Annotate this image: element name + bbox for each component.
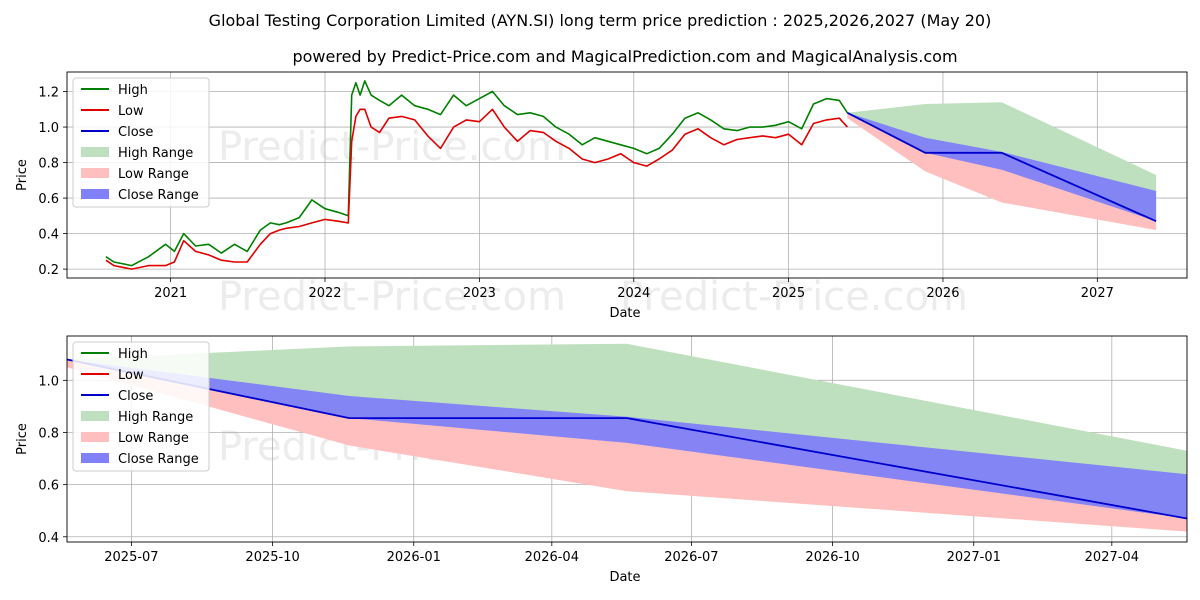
legend-label-close: Close bbox=[118, 125, 153, 140]
y-tick-label: 0.8 bbox=[38, 157, 59, 172]
legend-label-low-range: Low Range bbox=[118, 431, 189, 446]
legend: High Low Close High Range Low Range Close Ran… bbox=[72, 77, 210, 208]
y-axis-label: Price bbox=[15, 159, 30, 191]
low-range-band bbox=[847, 112, 1157, 231]
legend-label-low-range: Low Range bbox=[118, 167, 189, 182]
high-range-band bbox=[847, 102, 1157, 222]
low-range-band bbox=[67, 359, 1187, 532]
y-axis-label: Price bbox=[15, 423, 30, 455]
y-tick-label: 1.0 bbox=[38, 121, 59, 136]
axes-frame bbox=[66, 71, 1188, 279]
y-tick-label: 0.2 bbox=[38, 263, 59, 278]
history-and-forecast-chart: Predict-Price.com Predict-Price.com Predic… bbox=[15, 71, 1188, 321]
legend-label-close-range: Close Range bbox=[118, 452, 199, 467]
x-tick-label: 2022 bbox=[308, 286, 341, 301]
x-tick-label: 2025 bbox=[772, 286, 805, 301]
legend-label-high: High bbox=[118, 347, 148, 362]
legend-swatch-high-range bbox=[81, 147, 109, 157]
x-axis-label: Date bbox=[609, 570, 640, 585]
legend-label-high: High bbox=[118, 83, 148, 98]
legend-swatch-high-range bbox=[81, 411, 109, 421]
x-tick-label: 2023 bbox=[463, 286, 496, 301]
x-axis-label: Date bbox=[609, 306, 640, 321]
legend-swatch-low-range bbox=[81, 168, 109, 178]
axes-frame bbox=[66, 335, 1188, 543]
x-tick-label: 2027-04 bbox=[1085, 550, 1139, 565]
close-line bbox=[846, 111, 1157, 223]
y-tick-label: 0.4 bbox=[38, 228, 59, 243]
legend-label-high-range: High Range bbox=[118, 410, 193, 425]
x-tick-label: 2026-04 bbox=[525, 550, 579, 565]
legend-label-low: Low bbox=[118, 104, 144, 119]
legend-label-low: Low bbox=[118, 368, 144, 383]
x-tick-label: 2026-07 bbox=[664, 550, 718, 565]
legend: High Low Close High Range Low Range Close Ran… bbox=[72, 341, 210, 472]
y-tick-label: 0.6 bbox=[38, 479, 59, 494]
watermark-text: Predict-Price.com bbox=[218, 124, 566, 170]
high-line bbox=[105, 80, 849, 267]
x-tick-label: 2021 bbox=[154, 286, 187, 301]
y-tick-label: 0.4 bbox=[38, 531, 59, 546]
x-tick-label: 2027-01 bbox=[947, 550, 1001, 565]
high-range-band bbox=[67, 343, 1187, 519]
x-tick-label: 2026-10 bbox=[805, 550, 859, 565]
x-tick-label: 2024 bbox=[617, 286, 650, 301]
x-tick-label: 2026 bbox=[926, 286, 959, 301]
x-tick-label: 2025-07 bbox=[104, 550, 158, 565]
legend-label-close-range: Close Range bbox=[118, 188, 199, 203]
close-range-band bbox=[847, 112, 1157, 222]
x-tick-label: 2026-01 bbox=[387, 550, 441, 565]
close-range-band bbox=[67, 359, 1187, 519]
watermark-text: Predict-Price.com bbox=[218, 274, 566, 320]
y-tick-label: 0.6 bbox=[38, 192, 59, 207]
figure-title: Global Testing Corporation Limited (AYN.… bbox=[209, 11, 992, 30]
legend-label-high-range: High Range bbox=[118, 146, 193, 161]
legend-swatch-close-range bbox=[81, 453, 109, 463]
low-line bbox=[105, 108, 848, 270]
x-tick-label: 2025-10 bbox=[245, 550, 299, 565]
legend-label-close: Close bbox=[118, 389, 153, 404]
legend-swatch-close-range bbox=[81, 189, 109, 199]
y-tick-label: 1.0 bbox=[38, 374, 59, 389]
y-tick-label: 1.2 bbox=[38, 86, 59, 101]
figure-subtitle: powered by Predict-Price.com and Magical… bbox=[292, 47, 957, 66]
legend-swatch-low-range bbox=[81, 432, 109, 442]
plot-area bbox=[105, 80, 1157, 270]
y-tick-label: 0.8 bbox=[38, 426, 59, 441]
forecast-zoom-chart: Predict-Price.comPredict-Price.com2025-0… bbox=[15, 335, 1188, 585]
watermark-text: Predict-Price.com bbox=[620, 274, 968, 320]
x-tick-label: 2027 bbox=[1081, 286, 1114, 301]
